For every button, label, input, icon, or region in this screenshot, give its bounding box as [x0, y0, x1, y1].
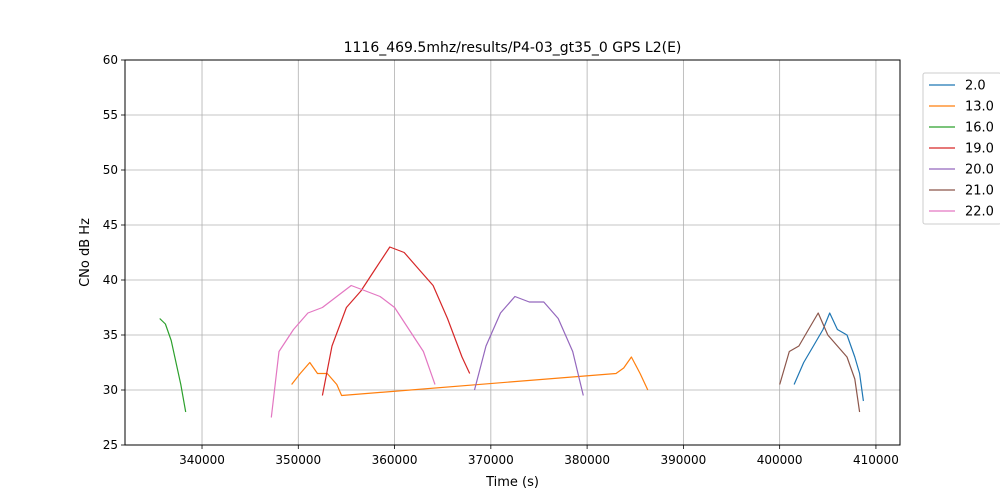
y-tick-label: 40 [103, 273, 118, 287]
x-tick-label: 360000 [372, 453, 418, 467]
series-line-21.0 [779, 312, 861, 413]
legend-label: 19.0 [965, 142, 994, 157]
series-line-16.0 [159, 318, 187, 413]
series-line-2.0 [793, 312, 864, 402]
y-axis-ticks: 25 30 35 40 45 50 55 60 [103, 53, 125, 452]
y-tick-label: 55 [103, 108, 118, 122]
series-line-13.0 [291, 356, 649, 397]
x-tick-label: 410000 [853, 453, 899, 467]
legend-label: 22.0 [965, 205, 994, 220]
y-tick-label: 30 [103, 383, 118, 397]
x-tick-label: 380000 [564, 453, 610, 467]
x-tick-label: 370000 [468, 453, 514, 467]
legend-label: 13.0 [965, 100, 994, 115]
plot-area: 340000 350000 360000 370000 380000 390000 4000… [103, 53, 901, 467]
y-tick-label: 25 [103, 438, 118, 452]
y-tick-label: 60 [103, 53, 118, 67]
plot-frame [124, 59, 901, 446]
series-line-22.0 [270, 284, 436, 418]
legend-label: 16.0 [965, 121, 994, 136]
x-tick-label: 350000 [275, 453, 321, 467]
x-tick-label: 340000 [179, 453, 225, 467]
x-tick-label: 390000 [660, 453, 706, 467]
series-line-20.0 [473, 295, 584, 396]
x-axis-ticks: 340000 350000 360000 370000 380000 390000 4000… [179, 445, 899, 467]
y-axis-label: CNo dB Hz [78, 218, 93, 287]
series-line-19.0 [321, 246, 471, 396]
legend: 2.0 13.0 16.0 19.0 20.0 21.0 22.0 [922, 72, 1000, 225]
y-tick-label: 45 [103, 218, 118, 232]
y-tick-label: 35 [103, 328, 118, 342]
legend-frame [922, 72, 1000, 225]
series-lines [159, 246, 864, 418]
legend-label: 20.0 [965, 163, 994, 178]
x-tick-label: 400000 [757, 453, 803, 467]
y-tick-label: 50 [103, 163, 118, 177]
legend-label: 2.0 [965, 79, 986, 94]
plot-background [125, 60, 900, 445]
chart-title: 1116_469.5mhz/results/P4-03_gt35_0 GPS L… [344, 40, 682, 56]
x-axis-label: Time (s) [485, 475, 539, 490]
legend-label: 21.0 [965, 184, 994, 199]
